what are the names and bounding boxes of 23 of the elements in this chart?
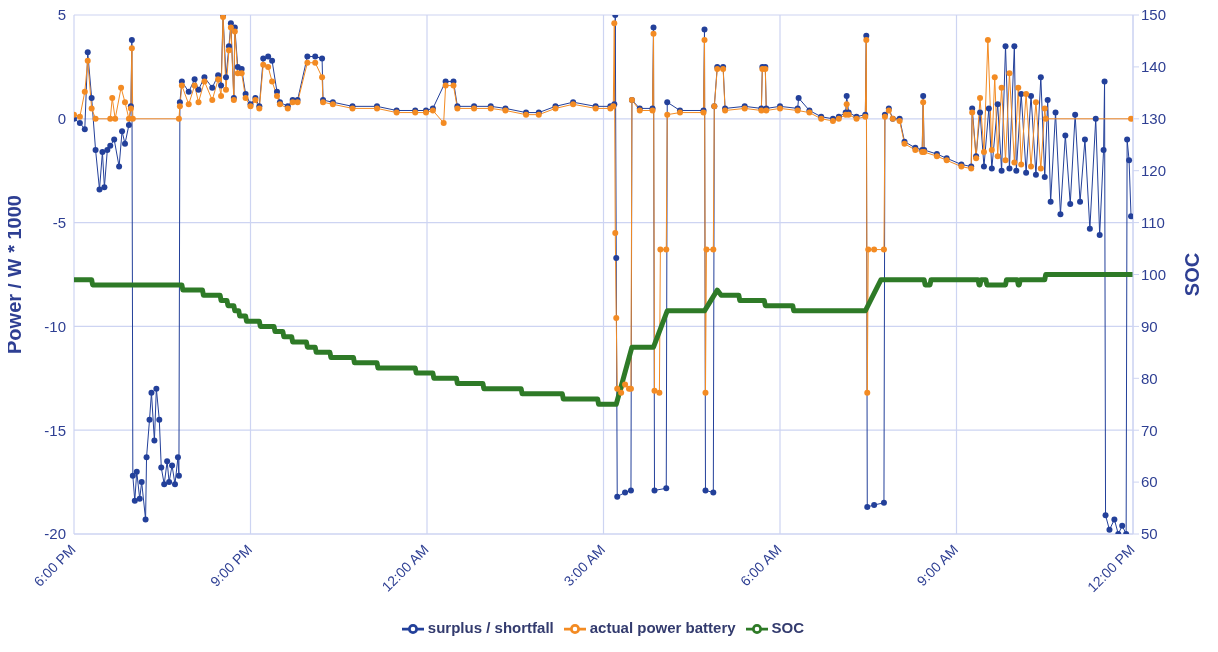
y2-tick-label: 60 bbox=[1141, 473, 1158, 491]
y2-tick-label: 100 bbox=[1141, 265, 1167, 283]
y-tick-label: -10 bbox=[44, 317, 66, 335]
y2-axis-title: SOC bbox=[1181, 252, 1204, 297]
legend-label: SOC bbox=[771, 618, 805, 636]
y2-tick-label: 50 bbox=[1141, 525, 1158, 543]
y-tick-label: -20 bbox=[44, 525, 66, 543]
legend-label: actual power battery bbox=[589, 618, 736, 636]
y2-tick-label: 70 bbox=[1141, 421, 1158, 439]
y2-tick-label: 140 bbox=[1141, 58, 1167, 76]
x-tick-label: 6:00 PM bbox=[30, 541, 79, 590]
y-tick-label: -15 bbox=[44, 421, 66, 439]
y-tick-label: -5 bbox=[52, 213, 66, 231]
x-tick-label: 9:00 PM bbox=[207, 541, 256, 590]
y2-tick-label: 130 bbox=[1141, 110, 1167, 128]
y2-tick-label: 80 bbox=[1141, 369, 1158, 387]
y-tick-label: 0 bbox=[57, 110, 66, 128]
y2-tick-label: 120 bbox=[1141, 162, 1167, 180]
y-tick-label: 5 bbox=[57, 6, 66, 24]
y2-tick-label: 110 bbox=[1141, 213, 1165, 231]
legend-label: surplus / shortfall bbox=[427, 618, 554, 636]
y2-tick-label: 90 bbox=[1141, 317, 1158, 335]
y2-tick-label: 150 bbox=[1141, 6, 1167, 24]
